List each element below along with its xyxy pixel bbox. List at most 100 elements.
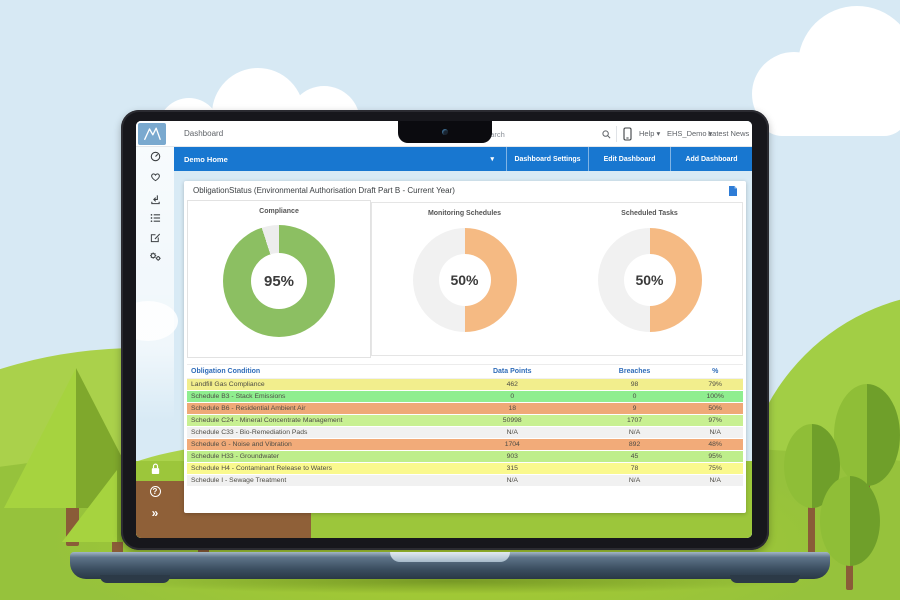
table-header-row: Obligation Condition Data Points Breache… bbox=[187, 364, 743, 379]
monitoring-donut-chart[interactable]: 50% bbox=[412, 228, 517, 332]
col-percent[interactable]: % bbox=[687, 364, 743, 379]
dashboard-selector[interactable]: Demo Home ▾ bbox=[174, 147, 506, 171]
cell-breaches: 78 bbox=[581, 462, 688, 475]
chart-title-monitoring: Monitoring Schedules bbox=[427, 210, 502, 217]
table-row[interactable]: Schedule C24 - Mineral Concentrate Manag… bbox=[187, 414, 743, 427]
mountain-logo-icon bbox=[143, 127, 161, 141]
cell-data-points: N/A bbox=[442, 474, 582, 487]
laptop-base bbox=[70, 552, 830, 583]
chart-title-compliance: Compliance bbox=[259, 208, 299, 215]
cell-percent: N/A bbox=[687, 426, 743, 439]
account-menu[interactable]: EHS_Demo ▾ bbox=[667, 129, 713, 138]
laptop-foot-right bbox=[730, 575, 800, 583]
table-row[interactable]: Schedule C33 - Bio-Remediation Pads N/A N/… bbox=[187, 426, 743, 439]
cell-breaches: N/A bbox=[581, 474, 688, 487]
laptop-foot-left bbox=[100, 575, 170, 583]
cell-breaches: 9 bbox=[581, 402, 688, 415]
cell-data-points: 0 bbox=[442, 390, 582, 403]
cell-data-points: 18 bbox=[442, 402, 582, 415]
help-circle-icon[interactable]: ? bbox=[136, 486, 174, 497]
chevron-down-icon: ▾ bbox=[490, 156, 494, 163]
cell-percent: N/A bbox=[687, 474, 743, 487]
tasks-donut-chart[interactable]: 50% bbox=[597, 228, 702, 332]
cell-obligation-condition: Schedule C33 - Bio-Remediation Pads bbox=[187, 426, 443, 439]
cell-breaches: 0 bbox=[581, 390, 688, 403]
cell-percent: 100% bbox=[687, 390, 743, 403]
col-obligation-condition[interactable]: Obligation Condition bbox=[187, 364, 443, 379]
cell-breaches: 98 bbox=[581, 378, 688, 391]
dashboard-card: ObligationStatus (Environmental Authoris… bbox=[184, 181, 746, 513]
table-row[interactable]: Schedule B3 - Stack Emissions 0 0 100% bbox=[187, 390, 743, 403]
cell-data-points: 462 bbox=[442, 378, 582, 391]
table-row[interactable]: Schedule H4 - Contaminant Release to Wat… bbox=[187, 462, 743, 475]
col-data-points[interactable]: Data Points bbox=[442, 364, 582, 379]
favorites-heart-icon[interactable] bbox=[136, 172, 174, 182]
cell-breaches: 1707 bbox=[581, 414, 688, 427]
compliance-donut-chart[interactable]: 95% bbox=[223, 225, 335, 337]
expand-chevrons-icon[interactable]: » bbox=[151, 506, 159, 520]
table-row[interactable]: Schedule I - Sewage Treatment N/A N/A N/A bbox=[187, 474, 743, 487]
mobile-icon[interactable] bbox=[623, 121, 632, 147]
topbar-divider bbox=[616, 126, 617, 142]
lock-icon[interactable] bbox=[136, 463, 174, 475]
export-document-icon[interactable] bbox=[729, 185, 737, 196]
cell-data-points: 315 bbox=[442, 462, 582, 475]
dashboard-settings-button[interactable]: Dashboard Settings bbox=[506, 147, 588, 171]
edit-icon[interactable] bbox=[136, 232, 174, 243]
cell-percent: 48% bbox=[687, 438, 743, 451]
cell-obligation-condition: Schedule B3 - Stack Emissions bbox=[187, 390, 443, 403]
col-breaches[interactable]: Breaches bbox=[581, 364, 688, 379]
obligation-table-body: Landfill Gas Compliance 462 98 79% Schedule … bbox=[187, 378, 743, 487]
search-icon[interactable] bbox=[602, 121, 611, 147]
cell-percent: 95% bbox=[687, 450, 743, 463]
cell-percent: 79% bbox=[687, 378, 743, 391]
cell-obligation-condition: Schedule H33 - Groundwater bbox=[187, 450, 443, 463]
cell-breaches: 45 bbox=[581, 450, 688, 463]
sidebar: ? » bbox=[136, 147, 174, 538]
latest-news-link[interactable]: Latest News bbox=[708, 129, 750, 138]
cell-data-points: N/A bbox=[442, 426, 582, 439]
list-icon[interactable] bbox=[136, 213, 174, 223]
cell-breaches: 892 bbox=[581, 438, 688, 451]
dashboard-navbar: Demo Home ▾ Dashboard Settings Edit Dash… bbox=[174, 147, 752, 171]
monitoring-value: 50% bbox=[450, 272, 479, 288]
cell-data-points: 50998 bbox=[442, 414, 582, 427]
app-logo[interactable] bbox=[138, 123, 166, 145]
page-title: Dashboard bbox=[184, 129, 224, 138]
obligation-table: Obligation Condition Data Points Breache… bbox=[187, 364, 743, 487]
add-dashboard-button[interactable]: Add Dashboard bbox=[670, 147, 752, 171]
edit-dashboard-button[interactable]: Edit Dashboard bbox=[588, 147, 670, 171]
cell-obligation-condition: Schedule B6 - Residential Ambient Air bbox=[187, 402, 443, 415]
cell-obligation-condition: Schedule C24 - Mineral Concentrate Manag… bbox=[187, 414, 443, 427]
chart-title-scheduled-tasks: Scheduled Tasks bbox=[621, 210, 678, 217]
dashboard-gauge-icon[interactable] bbox=[136, 151, 174, 162]
help-menu[interactable]: Help ▾ bbox=[639, 129, 661, 138]
schedules-panel: Monitoring Schedules 50% Scheduled Tasks… bbox=[371, 202, 743, 356]
cell-obligation-condition: Schedule G - Noise and Vibration bbox=[187, 438, 443, 451]
tasks-value: 50% bbox=[635, 272, 664, 288]
cell-data-points: 903 bbox=[442, 450, 582, 463]
cell-percent: 97% bbox=[687, 414, 743, 427]
import-icon[interactable] bbox=[136, 194, 174, 205]
table-row[interactable]: Schedule B6 - Residential Ambient Air 18 9… bbox=[187, 402, 743, 415]
settings-gears-icon[interactable] bbox=[136, 251, 174, 262]
cell-breaches: N/A bbox=[581, 426, 688, 439]
cell-obligation-condition: Schedule I - Sewage Treatment bbox=[187, 474, 443, 487]
cell-data-points: 1704 bbox=[442, 438, 582, 451]
webcam-dot bbox=[442, 129, 448, 135]
cell-percent: 75% bbox=[687, 462, 743, 475]
table-row[interactable]: Schedule H33 - Groundwater 903 45 95% bbox=[187, 450, 743, 463]
laptop-latch bbox=[390, 552, 510, 562]
laptop-screen-bezel: Dashboard Help ▾ EHS_Demo ▾ Latest News … bbox=[121, 110, 769, 550]
table-row[interactable]: Schedule G - Noise and Vibration 1704 892 4… bbox=[187, 438, 743, 451]
cell-obligation-condition: Landfill Gas Compliance bbox=[187, 378, 443, 391]
compliance-panel: Compliance 95% bbox=[187, 200, 371, 358]
widget-title: ObligationStatus (Environmental Authoris… bbox=[193, 186, 455, 195]
table-row[interactable]: Landfill Gas Compliance 462 98 79% bbox=[187, 378, 743, 391]
cell-percent: 50% bbox=[687, 402, 743, 415]
cell-obligation-condition: Schedule H4 - Contaminant Release to Wat… bbox=[187, 462, 443, 475]
dashboard-selector-label: Demo Home bbox=[184, 154, 228, 164]
search-input[interactable] bbox=[481, 125, 599, 143]
laptop-display: Dashboard Help ▾ EHS_Demo ▾ Latest News … bbox=[136, 121, 752, 538]
